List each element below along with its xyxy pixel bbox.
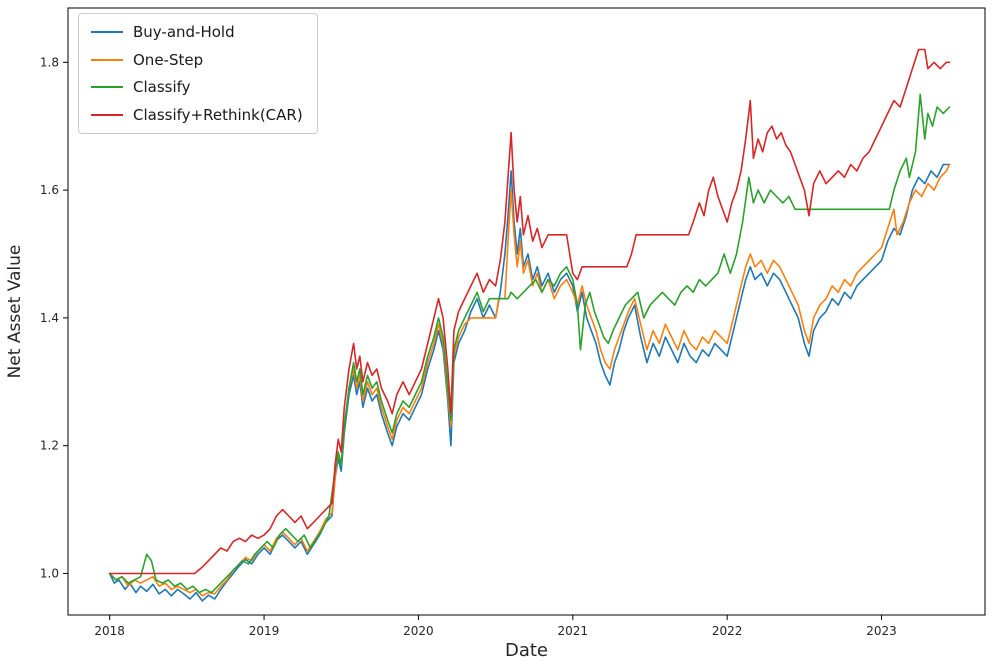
legend-swatch-classify-rethink xyxy=(91,113,123,116)
legend-swatch-buy-and-hold xyxy=(91,31,123,34)
legend-item-one-step: One-Step xyxy=(91,50,303,69)
x-tick-label: 2023 xyxy=(866,624,897,638)
series-group xyxy=(108,48,951,602)
legend-label-buy-and-hold: Buy-and-Hold xyxy=(133,23,235,41)
x-axis-label: Date xyxy=(505,640,548,661)
x-tick-label: 2021 xyxy=(558,624,589,638)
x-tick-label: 2019 xyxy=(249,624,280,638)
legend: Buy-and-Hold One-Step Classify Classify+… xyxy=(78,13,318,134)
legend-item-buy-and-hold: Buy-and-Hold xyxy=(91,24,303,41)
y-tick-label: 1.6 xyxy=(40,183,59,197)
legend-label-classify: Classify xyxy=(133,78,191,96)
legend-item-classify-rethink: Classify+Rethink(CAR) xyxy=(91,105,303,124)
x-tick-label: 2022 xyxy=(712,624,743,638)
y-tick-label: 1.0 xyxy=(40,566,59,580)
legend-swatch-one-step xyxy=(91,58,123,61)
legend-item-classify: Classify xyxy=(91,79,303,96)
y-tick-label: 1.8 xyxy=(40,55,59,69)
y-axis: 1.0 1.2 1.4 1.6 1.8 xyxy=(40,55,68,580)
y-tick-label: 1.4 xyxy=(40,311,59,325)
legend-label-one-step: One-Step xyxy=(133,50,204,69)
series-line-classify xyxy=(108,93,951,594)
series-line-classify-rethink-car xyxy=(108,48,951,575)
x-axis: 2018 2019 2020 2021 2022 2023 xyxy=(94,615,897,638)
y-tick-label: 1.2 xyxy=(40,439,59,453)
legend-swatch-classify xyxy=(91,86,123,89)
x-tick-label: 2020 xyxy=(403,624,434,638)
legend-label-classify-rethink: Classify+Rethink(CAR) xyxy=(133,105,303,124)
series-line-buy-and-hold xyxy=(108,163,951,602)
x-tick-label: 2018 xyxy=(94,624,125,638)
y-axis-label: Net Asset Value xyxy=(5,245,25,379)
